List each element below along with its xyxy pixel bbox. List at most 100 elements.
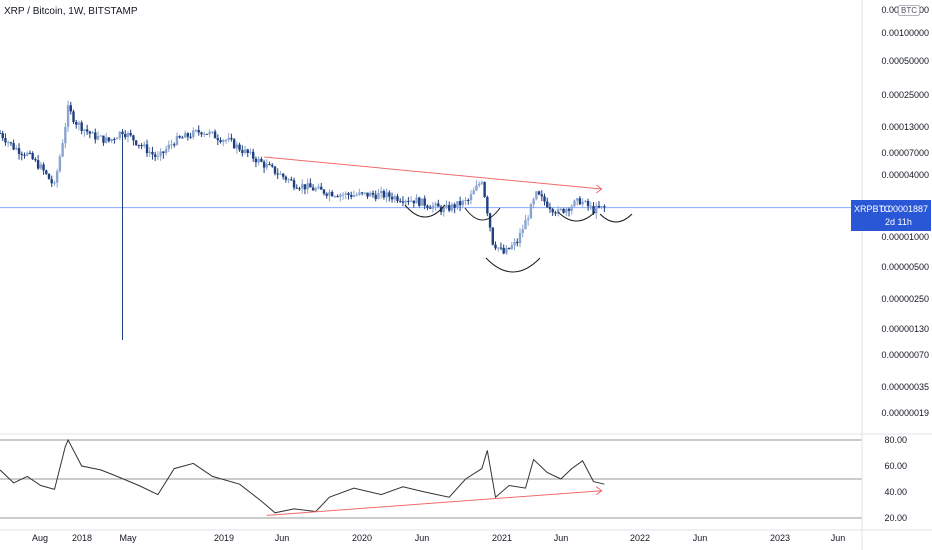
time-tick-label: Jun xyxy=(831,533,846,543)
candle-body xyxy=(385,192,388,198)
candle-body xyxy=(567,208,571,211)
candle-body xyxy=(292,180,296,188)
candle-body xyxy=(532,199,535,205)
candle-body xyxy=(260,158,263,162)
candle-body xyxy=(107,137,111,142)
candle-body xyxy=(153,154,157,157)
candle-body xyxy=(344,193,347,195)
candle-body xyxy=(301,184,304,189)
candle-body xyxy=(80,122,83,131)
candle-body xyxy=(91,132,94,134)
last-price-label: XRPBTC 0.00001887 2d 11h xyxy=(851,200,931,231)
price-tick-label: 0.00000130 xyxy=(881,324,929,334)
price-tick-label: 0.00000070 xyxy=(881,350,929,360)
candle-body xyxy=(69,105,72,112)
candle-body xyxy=(554,212,557,214)
rsi-pane xyxy=(0,438,605,516)
candle-body xyxy=(26,152,29,156)
candle-body xyxy=(513,241,516,246)
candle-body xyxy=(325,193,328,196)
candle-body xyxy=(268,164,271,166)
candle-body xyxy=(156,155,160,157)
candle-body xyxy=(1,133,4,139)
candle-body xyxy=(317,186,320,189)
candle-body xyxy=(211,131,214,133)
candle-body xyxy=(379,190,383,194)
rsi-trendline xyxy=(266,490,602,516)
candle-body xyxy=(565,208,568,213)
candles-layer xyxy=(0,100,606,340)
candle-body xyxy=(55,171,59,183)
candle-body xyxy=(589,205,593,207)
candle-body xyxy=(556,209,560,214)
candle-body xyxy=(129,133,132,136)
candle-body xyxy=(603,206,606,208)
candle-body xyxy=(197,130,200,133)
candle-body xyxy=(241,150,244,153)
candle-body xyxy=(320,186,323,190)
head-arc xyxy=(485,257,541,273)
trendline-arrowhead xyxy=(595,184,603,194)
candle-body xyxy=(287,179,290,181)
candle-body xyxy=(524,219,527,230)
candle-body xyxy=(53,182,56,184)
candle-body xyxy=(396,196,399,201)
candle-body xyxy=(595,205,598,214)
candle-body xyxy=(592,205,595,214)
time-tick-label: 2022 xyxy=(630,533,650,543)
candle-body xyxy=(409,200,413,202)
candle-body xyxy=(518,233,522,244)
candle-body xyxy=(137,144,141,146)
candle-body xyxy=(232,139,236,149)
price-trendline xyxy=(264,156,602,190)
candle-body xyxy=(355,194,358,196)
candle-body xyxy=(516,241,519,244)
symbol-title: XRP / Bitcoin, 1W, BITSTAMP xyxy=(4,6,138,17)
candle-body xyxy=(399,200,402,202)
candle-body xyxy=(458,201,462,206)
currency-badge[interactable]: BTC xyxy=(898,5,920,16)
candle-body xyxy=(371,192,375,195)
candle-body xyxy=(333,196,337,198)
candle-body xyxy=(284,176,288,180)
candle-body xyxy=(363,192,367,194)
candle-body xyxy=(336,196,339,198)
candle-body xyxy=(192,130,195,138)
candle-body xyxy=(437,203,440,207)
rsi-trendline-arrowhead xyxy=(595,486,603,496)
candle-body xyxy=(358,192,361,195)
candle-body xyxy=(499,247,503,249)
candle-body xyxy=(388,192,391,197)
price-label-countdown: 2d 11h xyxy=(885,217,912,227)
candle-body xyxy=(423,198,426,206)
time-tick-label: 2021 xyxy=(492,533,512,543)
candle-body xyxy=(31,153,34,160)
candle-body xyxy=(491,227,494,245)
candle-body xyxy=(328,192,331,196)
candle-body xyxy=(322,189,326,194)
candle-body xyxy=(347,193,350,195)
axes-layer: 0.001800000.001000000.000500000.00025000… xyxy=(32,5,929,543)
candle-body xyxy=(88,131,92,134)
candle-body xyxy=(546,201,549,208)
time-tick-label: May xyxy=(119,533,137,543)
time-tick-label: Jun xyxy=(415,533,430,543)
candle-body xyxy=(467,199,470,201)
candle-body xyxy=(145,144,149,154)
candle-body xyxy=(502,247,505,254)
candle-body xyxy=(486,197,489,214)
price-tick-label: 0.00013000 xyxy=(881,122,929,132)
candle-body xyxy=(497,247,500,249)
candle-body xyxy=(341,194,345,196)
candle-body xyxy=(50,179,53,184)
time-tick-label: 2023 xyxy=(770,533,790,543)
candle-body xyxy=(132,135,135,141)
time-tick-label: Jun xyxy=(275,533,290,543)
candle-body xyxy=(9,142,13,144)
candle-body xyxy=(303,184,307,190)
candle-body xyxy=(540,194,543,197)
candle-body xyxy=(39,164,43,169)
candle-body xyxy=(181,137,184,139)
